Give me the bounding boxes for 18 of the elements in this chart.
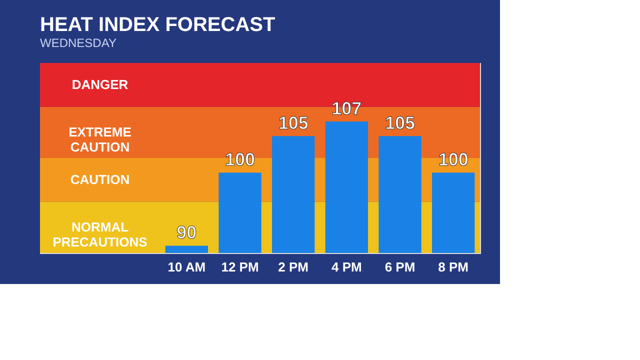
band-label: DANGER <box>72 76 129 92</box>
data-label: 100 <box>224 150 256 170</box>
x-tick-label: 8 PM <box>438 260 469 274</box>
x-tick-label: 2 PM <box>278 260 309 274</box>
chart-subtitle: WEDNESDAY <box>40 36 116 50</box>
band-label: CAUTION <box>70 172 130 187</box>
data-label: 107 <box>332 98 362 118</box>
chart-title: HEAT INDEX FORECAST <box>40 14 276 36</box>
x-tick-label: 10 AM <box>168 260 206 274</box>
x-tick-label: 6 PM <box>384 260 416 274</box>
band-label: NORMAL PRECAUTIONS <box>52 219 148 250</box>
x-tick-label: 12 PM <box>221 260 259 274</box>
data-label: 105 <box>384 113 416 134</box>
x-tick-label: 4 PM <box>331 260 362 274</box>
data-label: 105 <box>278 113 308 134</box>
band-label: EXTREME CAUTION <box>68 124 132 154</box>
data-label: 90 <box>176 222 197 243</box>
data-label: 100 <box>438 150 468 170</box>
